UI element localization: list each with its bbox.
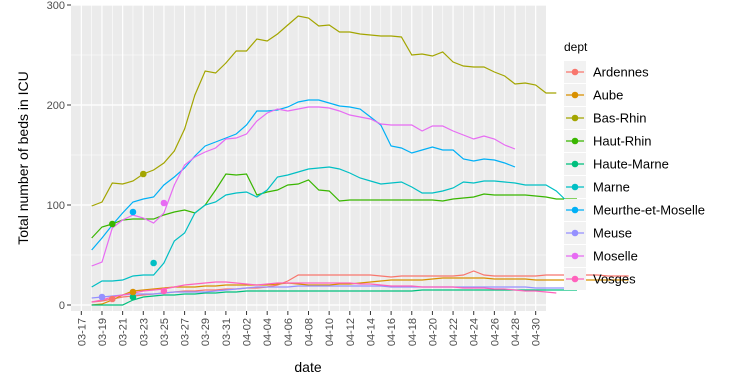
data-point [160,199,168,207]
legend-key-dot [571,114,579,122]
legend-key-dot [571,137,579,145]
legend-label: Haut-Rhin [593,134,652,149]
series-line-haut-rhin [91,173,577,239]
y-tick-label: 300 [47,0,65,12]
legend-label: Marne [593,180,630,195]
legend-key-dot [571,229,579,237]
x-tick-label: 03-21 [118,318,130,346]
x-tick-label: 04-02 [242,318,254,346]
x-tick-label: 04-08 [304,318,316,346]
series-line-meurthe-et-moselle [91,99,516,251]
data-point [139,170,147,178]
x-tick-label: 04-10 [324,318,336,346]
legend-label: Aube [593,88,623,103]
data-point [150,259,157,267]
y-axis-tick-labels: 0 100 200 300 [47,0,71,312]
x-tick-label: 04-12 [345,318,357,346]
x-tick-label: 04-28 [510,318,522,346]
series-line-bas-rhin [91,15,557,207]
data-point [129,293,137,301]
x-tick-label: 03-27 [180,318,192,346]
x-tick-label: 03-19 [97,318,109,346]
legend-label: Ardennes [593,65,649,80]
legend-key-dot [571,206,579,214]
legend-key-dot [571,252,579,260]
gridlines [71,4,546,311]
legend-key-dot [571,275,579,283]
x-tick-label: 04-16 [386,318,398,346]
series-line-moselle [91,106,516,267]
y-tick-label: 0 [59,300,65,312]
data-point [109,295,116,303]
x-tick-label: 04-20 [427,318,439,346]
legend-key-dot [571,68,579,76]
x-tick-label: 04-22 [448,318,460,346]
x-axis-tick-labels: 03-17 03-19 03-21 03-23 03-25 03-27 03-29 03-31… [76,311,543,346]
x-tick-label: 04-24 [469,318,481,346]
data-point [129,208,137,216]
x-axis-title: date [294,359,321,375]
x-tick-label: 04-18 [407,318,419,346]
x-tick-label: 03-25 [159,318,171,346]
y-tick-label: 100 [47,200,65,212]
legend-label: Moselle [593,249,638,264]
legend-label: Meurthe-et-Moselle [593,203,705,218]
data-point [160,287,168,295]
legend: dept Ardennes Aube Bas-Rhin Haut-Rhin Haute-… [564,40,705,290]
x-tick-label: 04-26 [489,318,501,346]
series-line-marne [91,166,568,288]
data-point [129,288,137,296]
legend-key-dot [571,91,579,99]
legend-label: Meuse [593,226,632,241]
x-tick-label: 04-14 [365,318,377,346]
x-tick-label: 03-29 [200,318,212,346]
series-line-haute-marne [91,289,577,306]
y-axis-title: Total number of beds in ICU [15,71,31,245]
series-lines [91,15,629,306]
x-tick-label: 04-06 [283,318,295,346]
legend-key-dot [571,160,579,168]
x-tick-label: 03-31 [221,318,233,346]
series-dots [98,170,168,303]
legend-label: Haute-Marne [593,157,669,172]
legend-label: Bas-Rhin [593,111,646,126]
x-tick-label: 04-04 [262,318,274,346]
series-line-ardennes [91,270,629,303]
legend-key-dot [571,183,579,191]
legend-title: dept [564,40,588,54]
x-tick-label: 04-30 [531,318,543,346]
x-tick-label: 03-23 [138,318,150,346]
legend-label: Vosges [593,272,636,287]
x-tick-label: 03-17 [76,318,88,346]
series-line-vosges [91,281,557,303]
data-point [109,220,116,228]
series-line-meuse [91,285,577,299]
data-point [98,293,106,301]
y-tick-label: 200 [47,100,65,112]
series-line-aube [91,277,629,306]
